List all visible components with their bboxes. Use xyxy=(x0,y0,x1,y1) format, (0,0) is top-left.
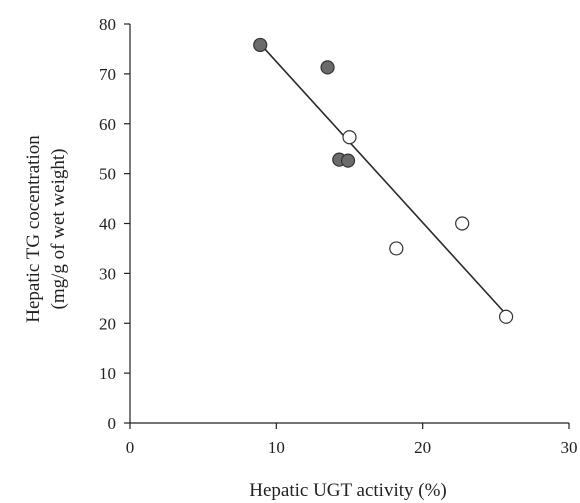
y-axis-title-line2: (mg/g of wet weight) xyxy=(48,149,69,310)
x-tick-label: 30 xyxy=(561,438,578,457)
x-tick-label: 0 xyxy=(126,438,135,457)
ticks: 0 10 20 30 40 50 60 70 80 0 10 20 30 xyxy=(99,15,578,457)
y-tick-label: 30 xyxy=(99,264,116,283)
trendline xyxy=(259,43,507,315)
y-tick-label: 0 xyxy=(108,414,117,433)
y-tick-label: 80 xyxy=(99,15,116,34)
open-data-point xyxy=(389,241,404,256)
filled-data-point xyxy=(320,60,335,75)
y-tick-label: 50 xyxy=(99,165,116,184)
open-data-point xyxy=(498,309,514,324)
x-axis-title: Hepatic UGT activity (%) xyxy=(249,480,447,501)
y-tick-label: 40 xyxy=(99,215,116,234)
open-data-point xyxy=(342,130,357,145)
filled-data-point xyxy=(340,153,356,168)
x-tick-label: 10 xyxy=(268,438,285,457)
y-tick-label: 10 xyxy=(99,364,116,383)
y-tick-label: 70 xyxy=(99,65,116,84)
filled-data-point xyxy=(253,37,268,53)
data-points xyxy=(253,37,514,324)
x-tick-label: 20 xyxy=(414,438,431,457)
y-axis-title-line1: Hepatic TG cocentration xyxy=(23,135,44,323)
y-tick-label: 20 xyxy=(99,314,116,333)
open-data-point xyxy=(455,216,470,231)
y-tick-label: 60 xyxy=(99,115,116,134)
axes xyxy=(129,24,569,424)
